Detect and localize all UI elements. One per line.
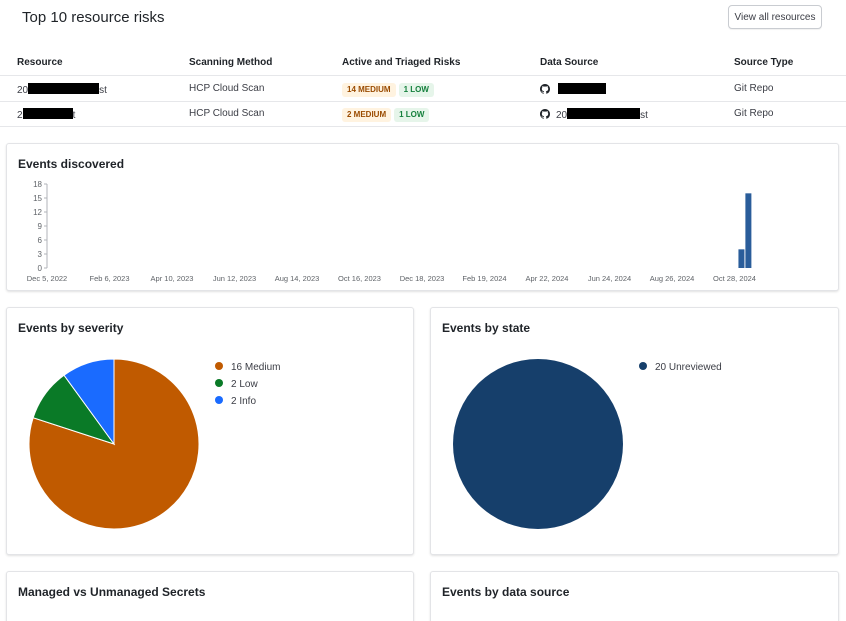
- y-tick-label: 0: [38, 264, 43, 273]
- data-source-suffix: st: [640, 110, 648, 121]
- redaction-block: [22, 108, 73, 119]
- x-tick-label: Dec 5, 2022: [27, 274, 67, 283]
- events-by-severity-title: Events by severity: [18, 321, 124, 335]
- risks-table-header: Resource Scanning Method Active and Tria…: [0, 52, 846, 76]
- data-source-prefix: 20: [556, 110, 568, 121]
- state-legend: 20 Unreviewed: [639, 362, 722, 379]
- resource-name-suffix: t: [72, 110, 76, 121]
- y-tick-label: 9: [38, 222, 43, 231]
- scanning-method: HCP Cloud Scan: [189, 83, 265, 94]
- x-tick-label: Feb 6, 2023: [89, 274, 129, 283]
- state-pie-chart: [453, 359, 623, 529]
- x-tick-label: Oct 28, 2024: [713, 274, 756, 283]
- column-header-resource: Resource: [17, 57, 63, 68]
- redaction-block: [28, 83, 100, 94]
- scanning-method: HCP Cloud Scan: [189, 108, 265, 119]
- legend-label: 2 Info: [231, 396, 257, 407]
- events-by-severity-card: Events by severity 16 Medium 2 Low 2 Info: [6, 307, 414, 555]
- legend-label: 20 Unreviewed: [655, 362, 722, 373]
- table-row[interactable]: 20 st HCP Cloud Scan 14 MEDIUM 1 LOW Git R…: [0, 77, 846, 102]
- x-tick-label: Jun 12, 2023: [213, 274, 256, 283]
- risk-badges: 14 MEDIUM 1 LOW: [342, 83, 437, 97]
- redaction-block: [558, 83, 606, 94]
- legend-item[interactable]: 2 Info: [215, 396, 280, 413]
- y-tick-label: 3: [38, 250, 43, 259]
- x-tick-label: Jun 24, 2024: [588, 274, 631, 283]
- y-tick-label: 15: [33, 194, 42, 203]
- x-tick-label: Aug 26, 2024: [650, 274, 695, 283]
- y-tick-label: 18: [33, 180, 42, 189]
- github-icon: [540, 84, 550, 94]
- managed-vs-unmanaged-title: Managed vs Unmanaged Secrets: [18, 585, 206, 599]
- view-all-resources-button[interactable]: View all resources: [728, 5, 822, 29]
- resource-name-suffix: st: [99, 85, 107, 96]
- redaction-block: [567, 108, 641, 119]
- events-bar[interactable]: [745, 193, 752, 268]
- data-source: 20 st: [540, 108, 648, 122]
- legend-label: 16 Medium: [231, 362, 281, 373]
- source-type: Git Repo: [734, 108, 774, 119]
- legend-item[interactable]: 2 Low: [215, 379, 280, 396]
- legend-dot: [215, 379, 223, 387]
- column-header-source-type: Source Type: [734, 57, 794, 68]
- events-by-data-source-card: Events by data source: [430, 571, 839, 621]
- severity-pie-chart: [28, 358, 200, 530]
- managed-vs-unmanaged-card: Managed vs Unmanaged Secrets: [6, 571, 414, 621]
- legend-label: 2 Low: [231, 379, 258, 390]
- column-header-scanning-method: Scanning Method: [189, 57, 273, 68]
- severity-legend: 16 Medium 2 Low 2 Info: [215, 362, 280, 413]
- low-risk-badge: 1 LOW: [394, 108, 430, 122]
- column-header-data-source: Data Source: [540, 57, 599, 68]
- events-discovered-chart: 0 3 6 9 12 15 18 Dec 5, 2022 Feb 6, 2023 Apr 10, …: [27, 180, 756, 283]
- y-tick-label: 12: [33, 208, 42, 217]
- medium-risk-badge: 2 MEDIUM: [342, 108, 392, 122]
- events-discovered-title: Events discovered: [18, 157, 125, 171]
- y-tick-label: 6: [38, 236, 43, 245]
- events-by-state-title: Events by state: [442, 321, 531, 335]
- legend-item[interactable]: 20 Unreviewed: [639, 362, 722, 379]
- x-tick-label: Aug 14, 2023: [275, 274, 320, 283]
- x-tick-label: Dec 18, 2023: [400, 274, 445, 283]
- x-tick-label: Apr 22, 2024: [526, 274, 569, 283]
- resource-name-prefix: 2: [17, 110, 23, 121]
- medium-risk-badge: 14 MEDIUM: [342, 83, 396, 97]
- legend-item[interactable]: 16 Medium: [215, 362, 280, 379]
- state-slice[interactable]: [453, 359, 623, 529]
- column-header-risks: Active and Triaged Risks: [342, 57, 461, 68]
- resource-link[interactable]: 20 st: [17, 83, 107, 97]
- legend-dot: [215, 362, 223, 370]
- x-tick-label: Feb 19, 2024: [462, 274, 506, 283]
- legend-dot: [215, 396, 223, 404]
- risk-badges: 2 MEDIUM 1 LOW: [342, 108, 432, 122]
- x-tick-label: Apr 10, 2023: [151, 274, 194, 283]
- events-discovered-card: Events discovered 0 3 6 9 12 15 18 Dec 5, 2022 F…: [6, 143, 839, 291]
- legend-dot: [639, 362, 647, 370]
- events-by-state-card: Events by state 20 Unreviewed: [430, 307, 839, 555]
- github-icon: [540, 109, 550, 119]
- x-tick-label: Oct 16, 2023: [338, 274, 381, 283]
- source-type: Git Repo: [734, 83, 774, 94]
- events-bar[interactable]: [738, 249, 745, 268]
- top-risks-title: Top 10 resource risks: [22, 9, 165, 26]
- severity-slice[interactable]: [63, 358, 115, 446]
- events-by-data-source-title: Events by data source: [442, 585, 570, 599]
- data-source: [540, 83, 606, 97]
- resource-name-prefix: 20: [17, 85, 29, 96]
- low-risk-badge: 1 LOW: [398, 83, 434, 97]
